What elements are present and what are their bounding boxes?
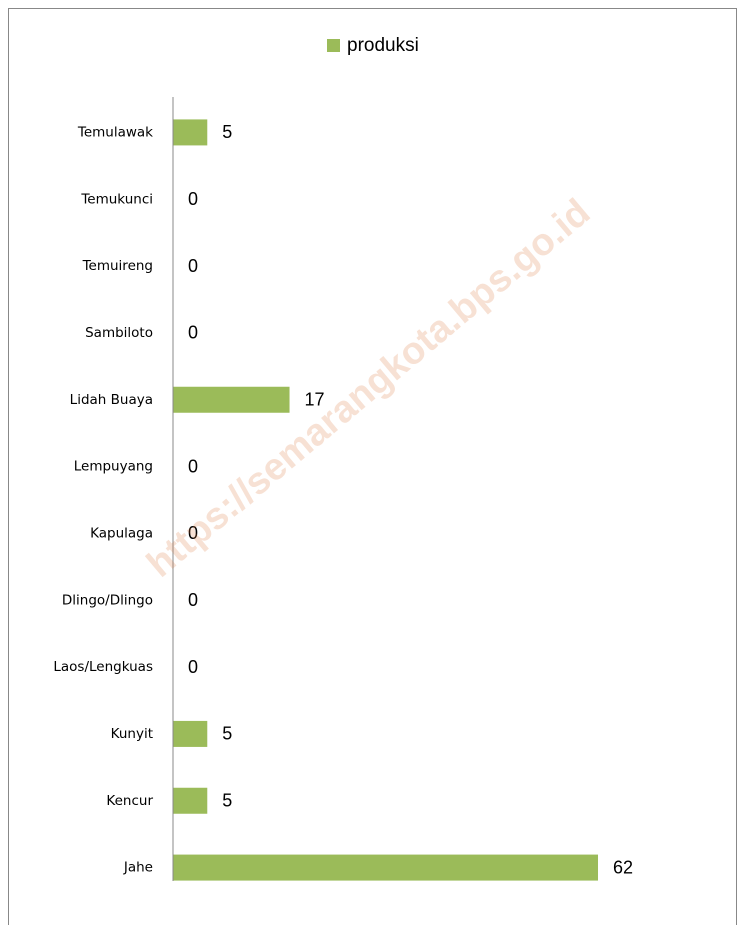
y-tick-label: Temukunci [80,191,153,207]
data-label: 0 [188,256,198,276]
data-label: 0 [188,523,198,543]
bar [173,720,208,747]
y-tick-label: Dlingo/Dlingo [62,592,153,608]
y-tick-label: Sambiloto [85,325,153,341]
data-label: 0 [188,456,198,476]
data-label: 0 [188,590,198,610]
bar [173,787,208,814]
y-tick-label: Lidah Buaya [70,392,153,408]
y-tick-label: Temuireng [82,258,153,274]
data-label: 5 [222,724,232,744]
y-tick-label: Kunyit [111,726,153,742]
data-label: 17 [305,390,325,410]
bar [173,386,290,413]
data-label: 5 [222,791,232,811]
bar [173,119,208,146]
data-label: 0 [188,657,198,677]
data-label: 5 [222,122,232,142]
y-tick-label: Temulawak [77,124,153,140]
legend-swatch [327,39,340,52]
data-label: 0 [188,323,198,343]
legend-label: produksi [347,35,419,56]
data-label: 62 [613,857,633,877]
y-tick-label: Jahe [123,860,153,876]
bar [173,854,599,881]
data-label: 0 [188,189,198,209]
chart-frame [8,8,737,925]
y-tick-label: Kencur [106,793,153,809]
y-tick-label: Kapulaga [90,525,153,541]
y-tick-label: Lempuyang [74,459,153,475]
y-tick-label: Laos/Lengkuas [53,659,153,675]
